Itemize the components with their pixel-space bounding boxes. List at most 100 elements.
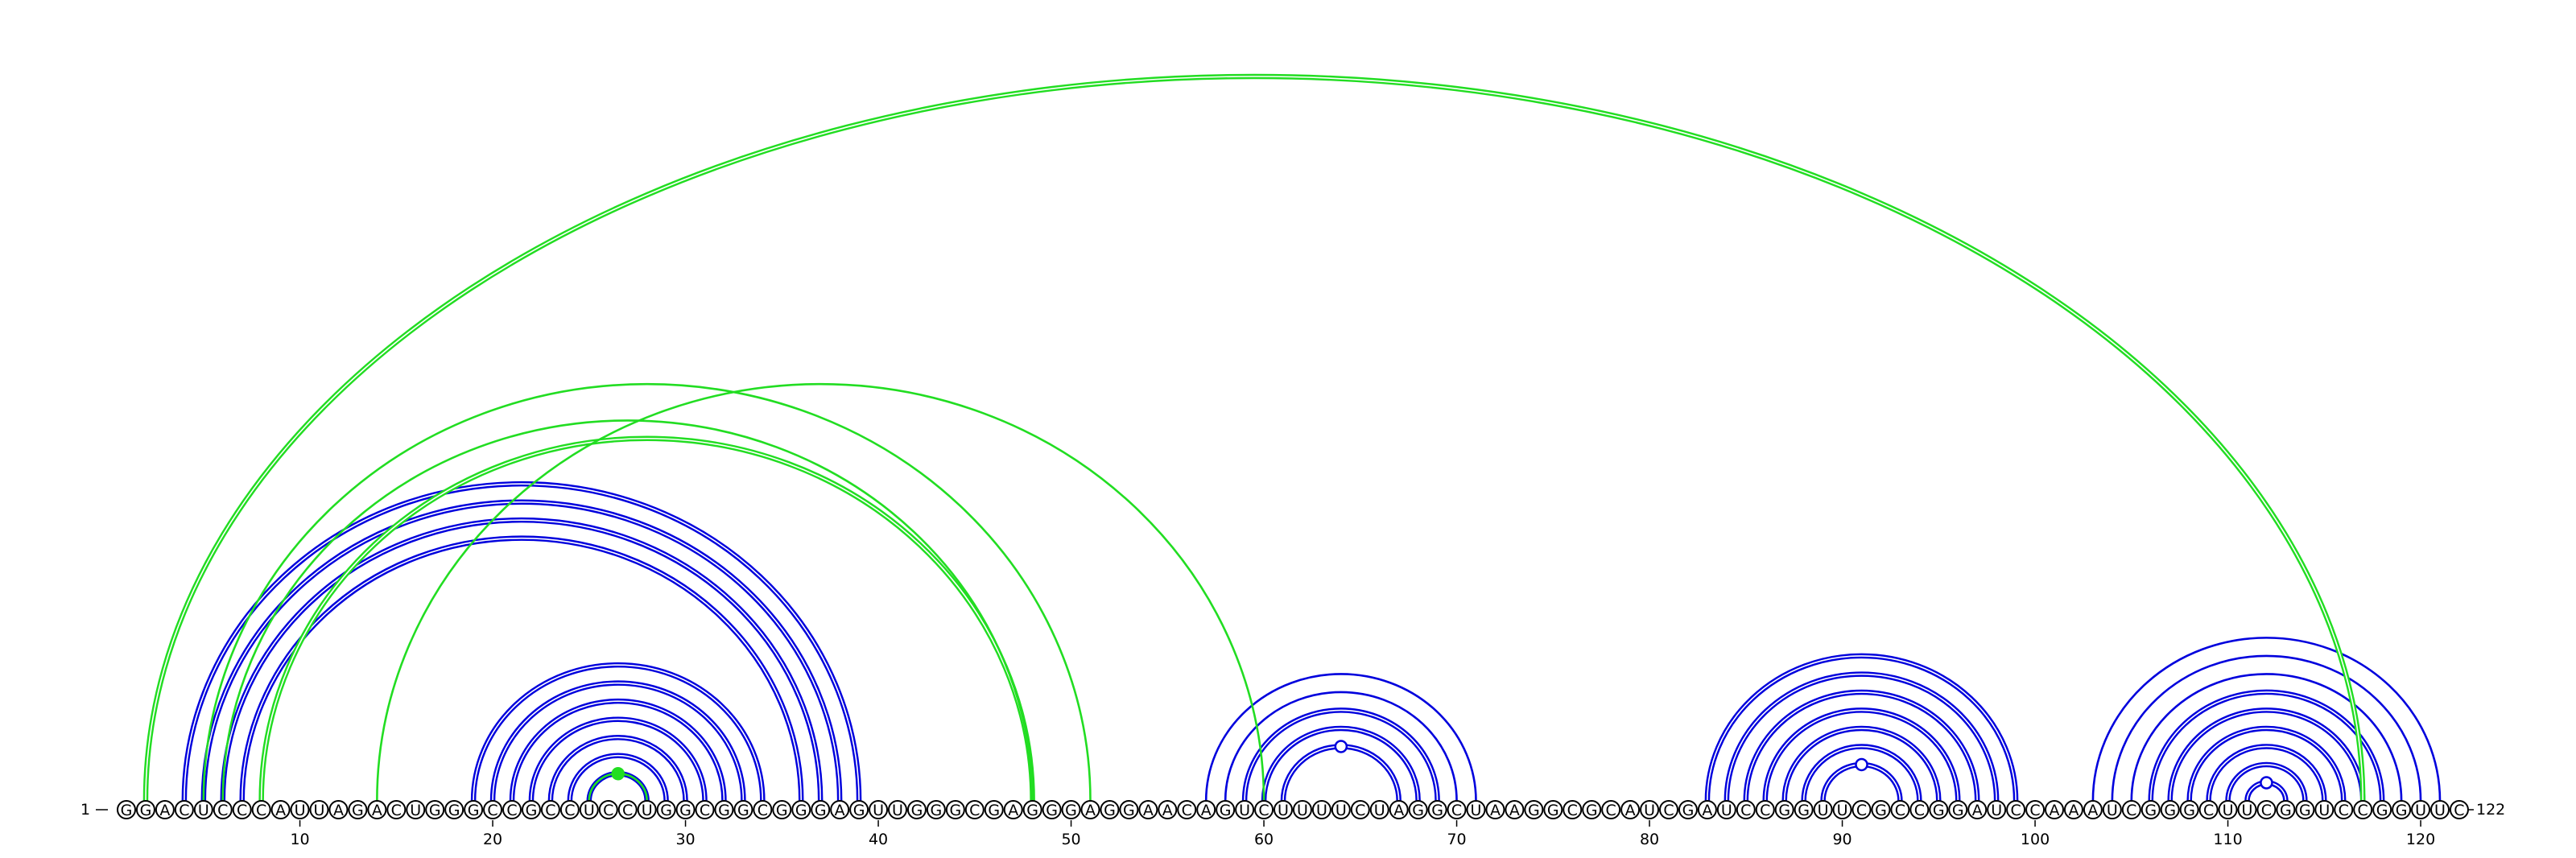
nucleotide-letter: U xyxy=(1991,802,2002,819)
nucleotide: U xyxy=(869,800,889,819)
nucleotide: C xyxy=(2449,800,2469,819)
tick-label: 120 xyxy=(2406,831,2435,848)
nucleotide-circle xyxy=(464,800,484,819)
nucleotide-letter: U xyxy=(584,802,595,819)
nucleotide-letter: A xyxy=(2087,802,2098,819)
nucleotide-letter: C xyxy=(179,802,189,819)
nucleotide-letter: G xyxy=(1123,802,1135,819)
nucleotide-letter: U xyxy=(642,802,653,819)
open-pair-marker xyxy=(2260,776,2273,790)
nucleotide: G xyxy=(714,800,734,819)
nucleotide: A xyxy=(830,800,850,819)
nucleotide-letter: C xyxy=(1856,802,1867,819)
nucleotide: G xyxy=(675,800,696,819)
nucleotide-letter: A xyxy=(1008,802,1018,819)
nucleotide-letter: G xyxy=(2183,802,2195,819)
nucleotide-letter: G xyxy=(931,802,943,819)
nucleotide-letter: G xyxy=(2280,802,2292,819)
nucleotide-circle xyxy=(444,800,464,819)
nucleotide: C xyxy=(2256,800,2277,819)
nucleotide-letter: C xyxy=(2261,802,2272,819)
nucleotide: C xyxy=(2334,800,2354,819)
nucleotide-circle xyxy=(1582,800,1602,819)
nucleotide: C xyxy=(483,800,503,819)
nucleotide-circle xyxy=(1100,800,1120,819)
nucleotide-letter: G xyxy=(1933,802,1945,819)
nucleotide-letter: G xyxy=(1065,802,1077,819)
nucleotide-letter: U xyxy=(873,802,884,819)
nucleotide-letter: U xyxy=(2107,802,2118,819)
nucleotide: G xyxy=(1582,800,1602,819)
nucleotide: U xyxy=(579,800,599,819)
nucleotide-letter: G xyxy=(2299,802,2311,819)
nucleotide: U xyxy=(1716,800,1736,819)
base-pair-arc-gap xyxy=(2149,691,2383,802)
nucleotide-circle xyxy=(579,800,599,819)
nucleotide-circle xyxy=(1524,800,1544,819)
nucleotide-letter: C xyxy=(1740,802,1751,819)
nucleotide-circle xyxy=(1485,800,1505,819)
tick-label: 30 xyxy=(675,831,695,848)
nucleotide-circle xyxy=(2140,800,2161,819)
nucleotide-circle xyxy=(559,800,580,819)
base-pair-arc xyxy=(1261,725,1421,802)
nucleotide-letter: G xyxy=(1778,802,1790,819)
base-pair-arc xyxy=(2091,637,2442,802)
nucleotide-letter: G xyxy=(1412,802,1424,819)
nucleotide: C xyxy=(2006,800,2026,819)
nucleotide-letter: G xyxy=(815,802,827,819)
nucleotide-circle xyxy=(733,800,753,819)
nucleotide: C xyxy=(251,800,271,819)
nucleotide: A xyxy=(1138,800,1158,819)
nucleotide-letter: A xyxy=(1702,802,1712,819)
nucleotide-letter: U xyxy=(1837,802,1848,819)
sequence-backbone: 1 122 xyxy=(80,801,2505,819)
base-pair-arc-gap xyxy=(1764,709,1959,802)
base-pair-arc xyxy=(2130,673,2403,802)
nucleotide-circle xyxy=(502,800,522,819)
nucleotide: G xyxy=(945,800,965,819)
nucleotide: G xyxy=(906,800,927,819)
nucleotide-letter: U xyxy=(1297,802,1308,819)
nucleotide-circle xyxy=(945,800,965,819)
nucleotide-circle xyxy=(1350,800,1370,819)
nucleotide-letter: G xyxy=(140,802,152,819)
nucleotide-circle xyxy=(1196,800,1216,819)
nucleotide-circle xyxy=(2237,800,2257,819)
nucleotide-letter: G xyxy=(2145,802,2157,819)
nucleotide-circle xyxy=(2334,800,2354,819)
nucleotide-circle xyxy=(1620,800,1641,819)
nucleotide: C xyxy=(559,800,580,819)
base-pair-arc-gap xyxy=(530,718,706,802)
nucleotide: C xyxy=(753,800,773,819)
nucleotide-letter: A xyxy=(1625,802,1636,819)
nucleotide: C xyxy=(1736,800,1756,819)
nucleotide: C xyxy=(540,800,560,819)
nucleotide: G xyxy=(1061,800,1081,819)
nucleotide-circle xyxy=(174,800,194,819)
nucleotide-circle xyxy=(1678,800,1698,819)
base-pair-arc-gap xyxy=(473,664,764,802)
nucleotide-letter: G xyxy=(660,802,672,819)
nucleotide-letter: A xyxy=(275,802,286,819)
base-pair-arc-gap xyxy=(1726,673,1997,802)
base-pair-arc-gap xyxy=(569,754,667,802)
nucleotide: C xyxy=(1447,800,1467,819)
base-pair-arc-gap xyxy=(2188,728,2345,802)
nucleotide-circle xyxy=(1832,800,1852,819)
nucleotide-letter: A xyxy=(835,802,845,819)
nucleotide-letter: U xyxy=(410,802,421,819)
tick-label: 40 xyxy=(869,831,888,848)
nucleotide: C xyxy=(1890,800,1910,819)
nucleotide-letter: G xyxy=(988,802,1000,819)
nucleotide: A xyxy=(328,800,349,819)
nucleotide-letter: G xyxy=(121,802,133,819)
nucleotide-letter: A xyxy=(372,802,382,819)
nucleotide-circle xyxy=(1022,800,1042,819)
nucleotide-circle xyxy=(386,800,407,819)
nucleotide: A xyxy=(270,800,291,819)
nucleotide-letter: C xyxy=(1760,802,1770,819)
tick-label: 20 xyxy=(483,831,502,848)
nucleotide: G xyxy=(1524,800,1544,819)
nucleotide: G xyxy=(1408,800,1428,819)
